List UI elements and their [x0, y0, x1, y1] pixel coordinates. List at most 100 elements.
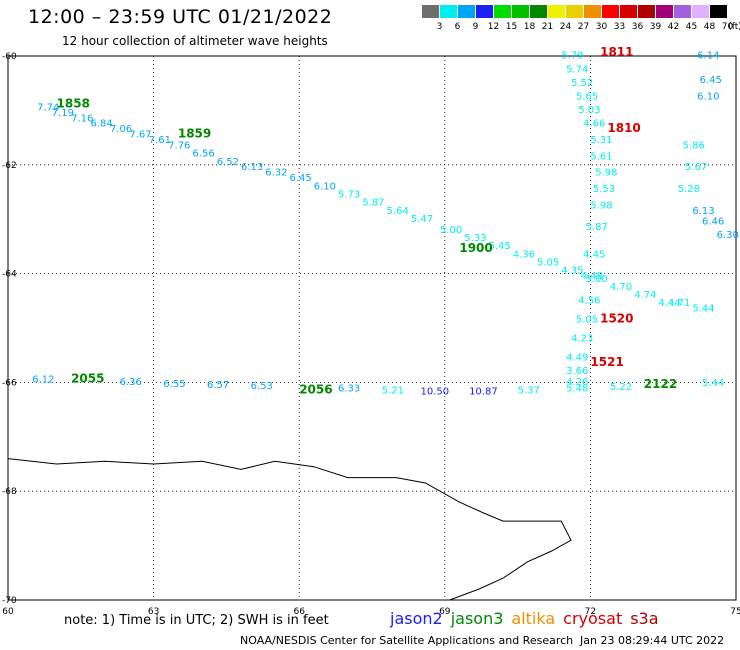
- wave-height-value: 6.56: [192, 149, 214, 160]
- wave-height-value: 6.46: [702, 217, 724, 228]
- wave-height-value: 5.28: [678, 184, 700, 195]
- wave-height-value: 10.87: [469, 386, 498, 397]
- scale-label: 30: [595, 22, 608, 32]
- y-tick-label: -68: [2, 487, 17, 497]
- wave-height-value: 5.87: [362, 198, 384, 209]
- wave-height-value: 6.55: [163, 379, 185, 390]
- wave-height-value: 7.67: [129, 130, 151, 141]
- credit-line: NOAA/NESDIS Center for Satellite Applica…: [240, 634, 574, 647]
- wave-height-value: 5.48: [566, 384, 588, 395]
- x-tick-label: 66: [293, 607, 305, 617]
- wave-height-value: 6.45: [289, 173, 311, 184]
- mission-label: jason3: [450, 609, 504, 628]
- wave-height-value: 6.57: [207, 380, 229, 391]
- mission-label: cryosat: [563, 609, 623, 628]
- scale-label: 9: [472, 22, 479, 32]
- y-tick-label: -60: [2, 52, 17, 62]
- scale-swatch: [602, 5, 619, 18]
- pass-time-label: 2056: [299, 382, 332, 396]
- wave-height-value: 4.23: [571, 334, 593, 345]
- pass-time-label: 2122: [644, 377, 677, 391]
- wave-height-value: 5.87: [586, 222, 608, 233]
- scale-label: 48: [703, 22, 716, 32]
- wave-height-value: 5.86: [683, 140, 705, 151]
- scale-swatch: [440, 5, 457, 18]
- wave-height-value: 3.66: [566, 366, 588, 377]
- wave-height-value: 4.71: [668, 298, 690, 309]
- y-tick-label: -66: [2, 378, 17, 388]
- scale-swatch: [710, 5, 727, 18]
- wave-height-value: 5.00: [440, 225, 462, 236]
- mission-label: jason2: [390, 609, 443, 628]
- wave-height-value: 6.13: [692, 206, 714, 217]
- pass-time-label: 1521: [590, 355, 623, 369]
- scale-swatch: [530, 5, 547, 18]
- pass-time-label: 1810: [607, 121, 640, 135]
- wave-height-value: 4.66: [583, 119, 605, 130]
- footnote: note: 1) Time is in UTC; 2) SWH is in fe…: [64, 613, 329, 628]
- x-tick-label: 60: [2, 607, 14, 617]
- wave-height-value: 5.45: [488, 241, 510, 252]
- wave-height-value: 6.45: [700, 75, 722, 86]
- scale-swatch: [458, 5, 475, 18]
- wave-height-value: 5.53: [593, 184, 615, 195]
- scale-swatch: [422, 5, 439, 18]
- wave-height-value: 6.12: [32, 374, 54, 385]
- wave-height-value: 5.33: [464, 233, 486, 244]
- scale-swatch: [674, 5, 691, 18]
- x-tick-label: 63: [148, 607, 159, 617]
- wave-height-value: 7.16: [71, 113, 93, 124]
- chart-title: 12:00 – 23:59 UTC 01/21/2022: [28, 6, 333, 28]
- y-tick-label: -62: [2, 161, 17, 171]
- wave-height-value: 5.03: [578, 105, 600, 116]
- scale-label: 12: [487, 22, 500, 32]
- scale-label: 39: [649, 22, 662, 32]
- scale-unit: (ft): [728, 22, 740, 32]
- wave-height-value: 6.13: [241, 162, 263, 173]
- wave-height-value: 5.44: [702, 378, 724, 389]
- wave-height-value: 5.22: [610, 382, 632, 393]
- scale-swatch: [584, 5, 601, 18]
- wave-height-value: 5.52: [571, 78, 593, 89]
- wave-height-value: 5.37: [518, 385, 540, 396]
- wave-height-value: 6.84: [91, 119, 113, 130]
- pass-time-label: 1858: [57, 97, 90, 111]
- wave-height-value: 7.61: [149, 135, 171, 146]
- wave-height-value: 4.35: [561, 266, 583, 277]
- wave-height-value: 4.45: [583, 249, 605, 260]
- scale-swatch: [692, 5, 709, 18]
- scale-swatch: [656, 5, 673, 18]
- wave-height-value: 4.49: [566, 353, 588, 364]
- plot-frame: [7, 55, 737, 601]
- scale-swatch: [620, 5, 637, 18]
- wave-height-value: 7.76: [168, 140, 190, 151]
- scale-swatch: [638, 5, 655, 18]
- scale-label: 27: [577, 22, 590, 32]
- scale-label: 42: [667, 22, 680, 32]
- wave-height-value: 5.79: [561, 51, 583, 62]
- wave-height-value: 6.14: [697, 51, 719, 62]
- wave-height-value: 5.05: [537, 257, 559, 268]
- wave-height-value: 6.36: [120, 377, 142, 388]
- pass-time-label: 2055: [71, 371, 104, 385]
- wave-height-value: 4.70: [610, 282, 632, 293]
- wave-height-value: 6.33: [338, 384, 360, 395]
- wave-height-value: 5.44: [692, 304, 714, 315]
- scale-label: 3: [436, 22, 443, 32]
- wave-height-value: 6.10: [697, 92, 719, 103]
- wave-height-value: 7.06: [110, 124, 132, 135]
- wave-height-value: 5.65: [576, 92, 598, 103]
- wave-height-value: 5.98: [590, 200, 612, 211]
- y-tick-label: -70: [2, 596, 17, 606]
- x-tick-label: 72: [585, 607, 596, 617]
- wave-height-value: 5.05: [576, 315, 598, 326]
- wave-height-value: 5.74: [566, 64, 588, 75]
- wave-height-value: 6.30: [717, 230, 739, 241]
- wave-height-value: 4.48: [581, 271, 603, 282]
- wave-height-value: 4.74: [634, 290, 656, 301]
- wave-height-value: 5.21: [382, 385, 404, 396]
- wave-height-value: 5.98: [595, 168, 617, 179]
- wave-height-value: 4.56: [578, 296, 600, 307]
- scale-label: 18: [523, 22, 536, 32]
